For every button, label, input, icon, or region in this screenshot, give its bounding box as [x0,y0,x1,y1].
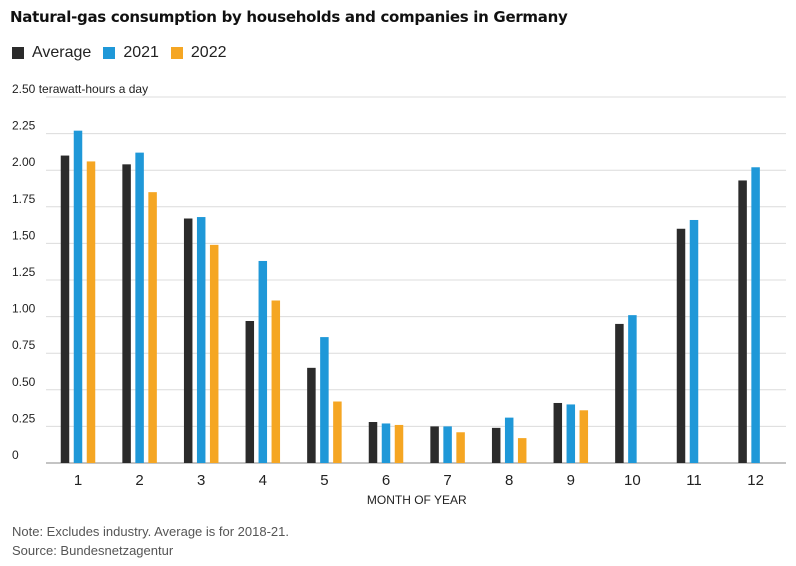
bar-2022-month-8 [517,438,527,463]
x-tick-label: 11 [686,472,702,489]
y-tick-label: 1.00 [12,302,36,316]
bar-average-month-7 [430,426,439,463]
bar-average-month-11 [676,228,686,463]
gridlines [46,96,786,464]
legend-item-2022: 2022 [170,44,227,62]
bar-2022-month-5 [333,401,342,463]
source-note: Source: Bundesnetzagentur [12,543,174,558]
bar-average-month-5 [307,367,316,463]
legend-item-average: Average [12,44,91,62]
legend-swatch-2021 [103,47,116,59]
bar-2022-month-7 [456,432,465,463]
footnote: Note: Excludes industry. Average is for … [12,524,290,539]
y-tick-label: 0.25 [12,411,36,425]
y-tick-label: 2.25 [12,119,36,133]
bar-2021-month-7 [443,426,452,463]
x-tick-label: 10 [624,472,641,489]
bar-average-month-12 [738,180,747,463]
x-tick-label: 4 [259,472,267,489]
legend-label-average: Average [32,44,92,61]
legend: Average 2021 2022 [12,44,239,62]
legend-label-2021: 2021 [123,44,159,61]
y-tick-label: 0.50 [12,375,36,389]
y-tick-label: 0.75 [12,338,36,352]
bar-average-month-2 [122,164,131,463]
bar-2021-month-10 [628,315,637,463]
bar-average-month-9 [553,402,563,463]
bar-2022-month-1 [86,161,96,464]
legend-swatch-2022 [170,47,183,59]
bar-average-month-6 [368,422,378,463]
legend-label-2022: 2022 [190,44,227,61]
bar-2021-month-2 [135,152,144,463]
bar-2021-month-5 [320,337,329,463]
y-tick-label: 2.50 terawatt-hours a day [12,82,148,96]
legend-swatch-average [12,47,24,59]
bars [60,130,760,464]
x-tick-label: 9 [567,472,575,489]
bar-2021-month-8 [504,417,514,463]
bar-average-month-3 [183,218,193,463]
bar-2022-month-2 [148,192,157,463]
bar-2021-month-1 [73,130,83,464]
bar-average-month-10 [615,323,624,463]
bar-average-month-8 [491,427,501,463]
legend-item-2021: 2021 [103,44,159,62]
x-tick-label: 8 [505,472,513,489]
y-axis-ticks: 0 0.25 0.50 0.75 1.00 1.25 1.50 1.75 2.00 2.25 2.5… [12,82,148,462]
bar-2022-month-4 [271,300,281,463]
y-tick-label: 2.00 [12,155,36,169]
x-axis-ticks: 1 2 3 4 5 6 7 8 9 10 11 12 [74,472,764,489]
bar-2022-month-9 [579,410,589,463]
y-tick-label: 1.50 [12,228,36,242]
bar-2021-month-4 [258,260,268,463]
x-axis-label: MONTH OF YEAR [367,493,467,507]
bar-2021-month-3 [196,217,206,463]
bar-2021-month-6 [381,423,391,463]
x-tick-label: 12 [747,472,764,489]
bar-2021-month-9 [566,404,576,463]
bar-average-month-4 [245,320,255,463]
x-tick-label: 2 [135,472,143,489]
bar-2022-month-6 [394,424,404,463]
y-tick-label: 0 [12,448,19,462]
x-tick-label: 1 [74,472,82,489]
x-tick-label: 7 [443,472,451,489]
x-tick-label: 5 [320,472,328,489]
bar-2022-month-3 [209,244,219,463]
y-tick-label: 1.25 [12,265,36,279]
x-tick-label: 6 [382,472,390,489]
bar-2021-month-11 [689,219,699,463]
y-tick-label: 1.75 [12,192,36,206]
x-tick-label: 3 [197,472,205,489]
chart-title: Natural-gas consumption by households an… [10,8,568,26]
bar-average-month-1 [60,155,70,463]
bar-2021-month-12 [751,167,760,463]
